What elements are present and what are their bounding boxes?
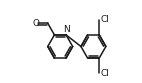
- Text: N: N: [63, 25, 69, 34]
- Text: O: O: [33, 19, 40, 28]
- Text: Cl: Cl: [100, 69, 109, 78]
- Text: Cl: Cl: [100, 15, 109, 24]
